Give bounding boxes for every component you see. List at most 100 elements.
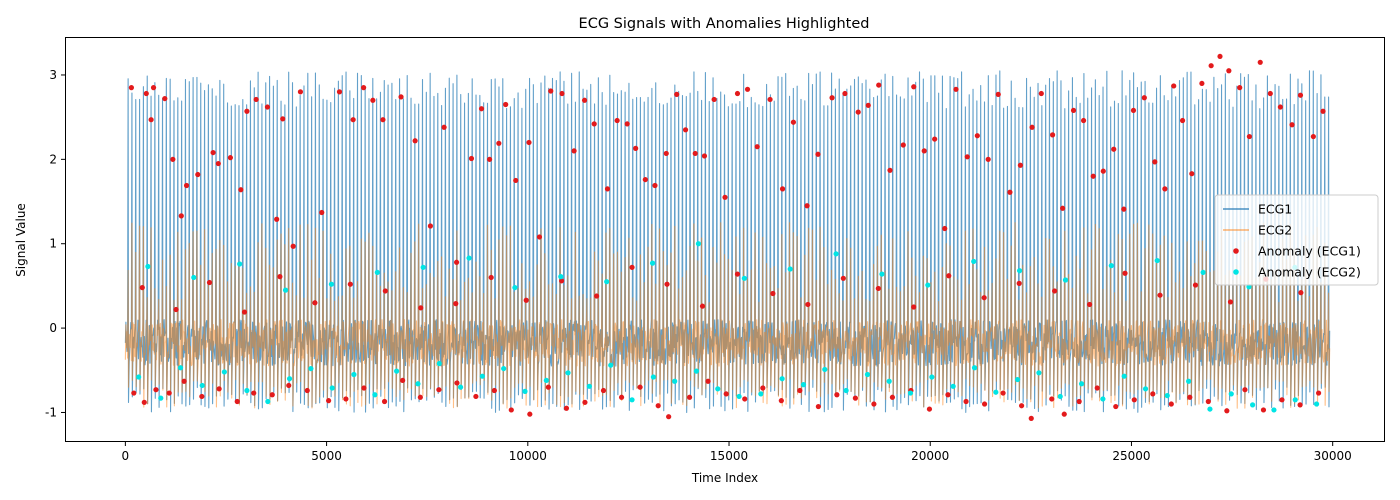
anomaly-point (1257, 59, 1263, 65)
anomaly-point (971, 258, 977, 265)
anomaly-point (1108, 263, 1114, 269)
anomaly-point (767, 96, 773, 103)
anomaly-point (290, 243, 296, 249)
anomaly-point (380, 117, 386, 123)
anomaly-point (723, 391, 729, 397)
anomaly-point (210, 149, 216, 156)
anomaly-point (1036, 370, 1042, 376)
anomaly-point (822, 366, 828, 373)
anomaly-point (191, 274, 197, 281)
x-tick-label: 30000 (1314, 449, 1352, 463)
anomaly-point (1052, 288, 1058, 294)
anomaly-point (559, 90, 565, 97)
anomaly-point (173, 306, 179, 313)
x-tick-label: 5000 (311, 449, 342, 463)
anomaly-point (199, 382, 205, 389)
anomaly-point (1142, 386, 1149, 392)
anomaly-point (1152, 159, 1158, 165)
anomaly-point (559, 278, 565, 284)
anomaly-point (508, 407, 514, 413)
anomaly-point (907, 390, 914, 396)
x-tick-label: 25000 (1112, 449, 1150, 463)
anomaly-point (491, 387, 497, 394)
anomaly-point (950, 383, 956, 389)
legend-label: ECG2 (1258, 223, 1292, 238)
y-axis: -1 0 1 2 3 (45, 68, 65, 419)
anomaly-point (381, 398, 388, 405)
anomaly-point (722, 194, 728, 200)
anomaly-point (141, 399, 147, 405)
anomaly-point (1217, 53, 1223, 60)
anomaly-point (1297, 92, 1304, 98)
anomaly-point (705, 378, 711, 384)
anomaly-point (1017, 162, 1023, 168)
anomaly-point (1078, 381, 1085, 387)
anomaly-point (649, 260, 656, 266)
anomaly-point (1189, 171, 1195, 177)
anomaly-point (1019, 403, 1025, 409)
anomaly-point (1277, 104, 1283, 110)
anomaly-point (734, 271, 741, 277)
anomaly-point (244, 108, 250, 114)
anomaly-point (790, 119, 797, 125)
anomaly-point (1298, 290, 1304, 296)
anomaly-point (143, 90, 149, 97)
anomaly-point (886, 378, 892, 384)
anomaly-point (417, 394, 423, 400)
anomaly-point (1007, 189, 1013, 195)
anomaly-point (1038, 90, 1044, 97)
scatter-group-anomaly-ecg1- (128, 53, 1326, 421)
anomaly-point (466, 255, 472, 261)
anomaly-point (699, 303, 706, 309)
anomaly-point (1237, 85, 1243, 91)
anomaly-point (581, 97, 588, 103)
anomaly-point (672, 378, 678, 384)
anomaly-point (778, 398, 784, 404)
anomaly-point (871, 401, 877, 407)
anomaly-point (650, 374, 656, 380)
anomaly-point (889, 394, 896, 400)
anomaly-point (887, 167, 893, 173)
anomaly-point (995, 91, 1001, 97)
anomaly-point (548, 88, 554, 94)
anomaly-point (1310, 133, 1316, 140)
anomaly-point (1179, 117, 1186, 124)
anomaly-point (582, 399, 588, 405)
anomaly-point (1061, 411, 1067, 417)
anomaly-point (926, 406, 933, 412)
axes-frame (65, 37, 1385, 442)
x-tick-label: 0 (122, 449, 130, 463)
anomaly-point (833, 251, 839, 257)
anomaly-point (829, 95, 835, 101)
anomaly-point (614, 117, 620, 124)
anomaly-point (754, 144, 760, 150)
anomaly-point (170, 156, 176, 162)
anomaly-point (319, 209, 325, 216)
anomaly-point (1094, 385, 1100, 391)
anomaly-point (843, 387, 849, 394)
anomaly-point (336, 89, 343, 95)
anomaly-point (436, 360, 442, 367)
anomaly-point (981, 295, 987, 301)
anomaly-point (1049, 396, 1055, 402)
anomaly-point (251, 390, 257, 396)
anomaly-point (241, 309, 248, 315)
anomaly-point (800, 382, 807, 388)
legend-label: ECG1 (1258, 202, 1292, 217)
anomaly-point (427, 223, 434, 229)
anomaly-point (1320, 108, 1326, 114)
anomaly-point (1171, 83, 1177, 89)
chart-title: ECG Signals with Anomalies Highlighted (579, 16, 870, 32)
anomaly-point (454, 380, 460, 386)
anomaly-point (216, 386, 222, 392)
anomaly-point (1100, 396, 1106, 402)
anomaly-point (604, 279, 610, 285)
anomaly-point (1164, 392, 1170, 399)
anomaly-point (1200, 269, 1206, 276)
anomaly-point (238, 187, 244, 193)
y-tick-label: -1 (45, 405, 57, 419)
anomaly-point (674, 91, 680, 97)
anomaly-point (1029, 124, 1035, 130)
anomaly-point (633, 145, 639, 151)
